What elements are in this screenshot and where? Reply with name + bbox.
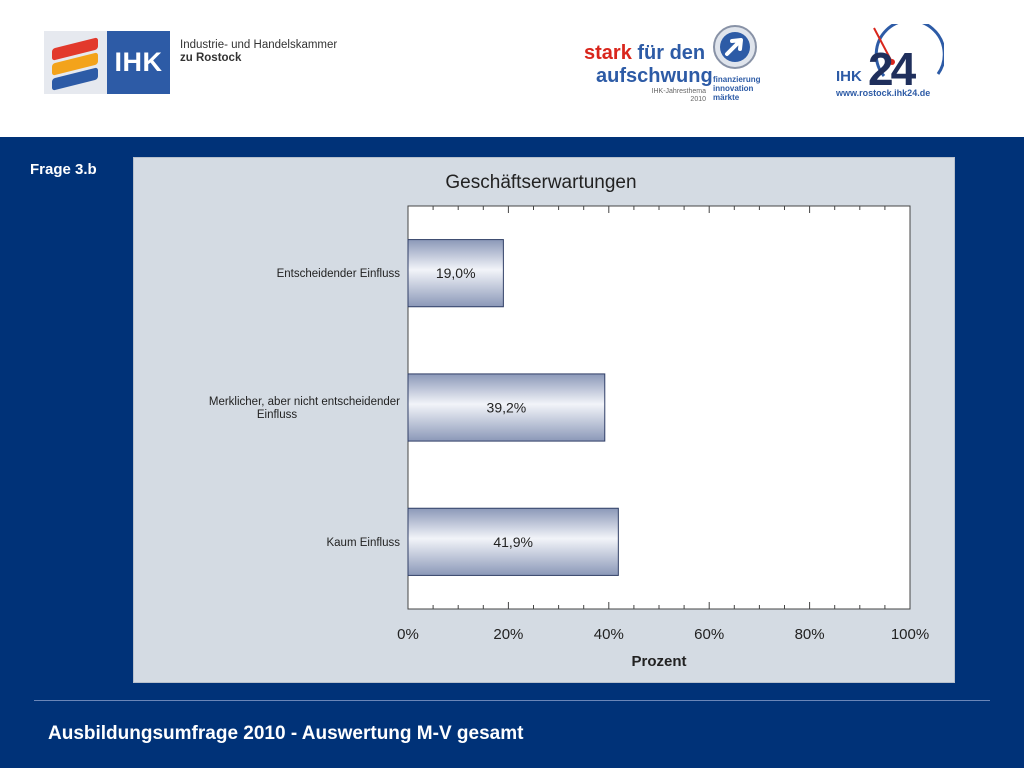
bar — [407, 507, 619, 576]
ihk24-arc-icon — [873, 24, 944, 77]
ihk-name-line2: zu Rostock — [180, 52, 242, 64]
x-tick-label: 60% — [694, 626, 724, 643]
campaign-logo[interactable]: stark für den aufschwung IHK-Jahresthema… — [580, 22, 780, 106]
campaign-word-stark: stark — [584, 42, 632, 64]
category-label: Entscheidender Einfluss — [277, 268, 401, 280]
campaign-subtitle-line1: IHK-Jahresthema — [651, 88, 706, 95]
chart-panel: Geschäftserwartungen 19,0% 39,2% 41,9% Ent… — [133, 157, 955, 683]
ihk-logo-word: IHK — [107, 31, 170, 94]
campaign-tag-1: finanzierung — [713, 75, 761, 84]
campaign-tag-2: innovation — [713, 84, 754, 93]
x-tick-label: 80% — [795, 626, 825, 643]
campaign-tags: finanzierung innovation märkte — [713, 75, 761, 102]
x-tick-label: 20% — [493, 626, 523, 643]
ihk24-prefix: IHK — [836, 68, 862, 85]
data-label: 19,0% — [436, 265, 476, 281]
campaign-word-aufschwung: aufschwung — [596, 65, 713, 87]
x-tick-label: 40% — [594, 626, 624, 643]
ihk-logo[interactable]: IHK — [44, 31, 170, 94]
campaign-subtitle-line2: 2010 — [690, 96, 706, 103]
campaign-word-fuer-den: für den — [637, 42, 706, 64]
ihk-name-line1: Industrie- und Handelskammer — [180, 39, 338, 51]
bar — [407, 239, 504, 308]
arrow-badge-icon — [713, 25, 757, 69]
bar-chart: Geschäftserwartungen 19,0% 39,2% 41,9% Ent… — [209, 172, 929, 670]
data-label: 39,2% — [487, 400, 527, 416]
campaign-tag-3: märkte — [713, 93, 740, 102]
x-tick-label: 100% — [891, 626, 929, 643]
ihk-organization-name: Industrie- und Handelskammer zu Rostock — [180, 39, 337, 65]
category-label: Einfluss — [257, 409, 298, 421]
x-tick-label: 0% — [397, 626, 419, 643]
x-axis-label: Prozent — [631, 653, 686, 670]
header: IHK Industrie- und Handelskammer zu Rost… — [0, 0, 1024, 137]
question-label: Frage 3.b — [30, 161, 97, 178]
chart-title: Geschäftserwartungen — [445, 172, 636, 193]
slide-body: Frage 3.b Geschäftserwartungen 19,0% 39,2… — [0, 137, 1024, 768]
bar — [407, 373, 606, 442]
footer-divider — [34, 700, 990, 701]
ihk24-url: www.rostock.ihk24.de — [836, 88, 931, 98]
ihk-emblem-icon — [44, 31, 107, 94]
data-label: 41,9% — [493, 534, 533, 550]
ihk24-logo[interactable]: IHK 24 www.rostock.ihk24.de — [834, 24, 944, 104]
campaign-subtitle: IHK-Jahresthema 2010 — [642, 88, 706, 104]
footer-title: Ausbildungsumfrage 2010 - Auswertung M-V… — [48, 723, 524, 744]
ihk24-number: 24 — [868, 43, 916, 95]
category-label: Merklicher, aber nicht entscheidender — [209, 396, 400, 408]
category-label: Kaum Einfluss — [326, 537, 400, 549]
